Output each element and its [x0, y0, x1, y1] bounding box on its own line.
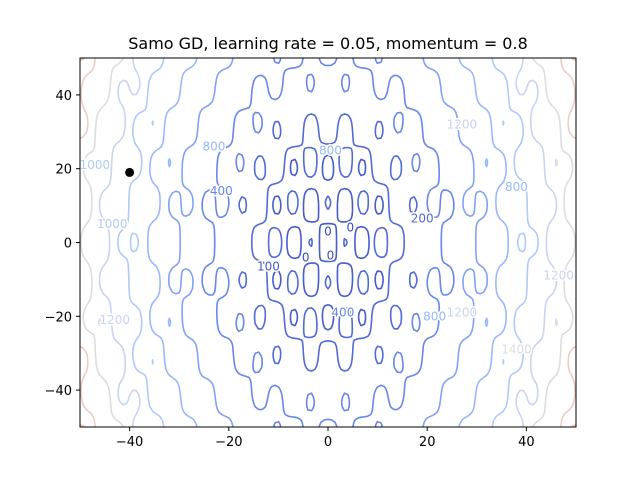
y-tick-label: 40	[55, 89, 72, 104]
contour-line	[238, 113, 418, 372]
contour-label: 1200	[99, 313, 130, 327]
x-tick-label: 40	[518, 435, 535, 450]
contour-label: 0	[302, 250, 310, 264]
contour-lines	[80, 58, 576, 427]
contour-label: 0	[327, 248, 335, 262]
contour-line	[201, 58, 455, 427]
contour-label: 1200	[447, 117, 478, 131]
x-tick-label: −40	[116, 435, 143, 450]
x-tick-label: 20	[419, 435, 436, 450]
contour-label: 800	[319, 143, 342, 157]
contour-line	[80, 58, 576, 427]
contour-label: 800	[423, 309, 446, 323]
contour-label: 400	[331, 306, 354, 320]
contour-label: 400	[210, 184, 233, 198]
contour-label: 800	[202, 140, 225, 154]
x-tick-label: 0	[324, 435, 332, 450]
plot-area	[80, 58, 576, 427]
x-axis: −40 −20 0 20 40	[116, 427, 535, 450]
y-tick-label: −20	[45, 310, 72, 325]
contour-label: 1200	[447, 306, 478, 320]
contour-line	[147, 58, 509, 427]
contour-line	[117, 58, 539, 427]
chart-title: Samo GD, learning rate = 0.05, momentum …	[128, 34, 528, 53]
contour-label: 100	[257, 259, 280, 273]
contour-label: 1000	[80, 158, 111, 172]
contour-label: 0	[324, 224, 332, 238]
current-point	[125, 167, 135, 177]
contour-label: 1000	[97, 217, 128, 231]
contour-line	[80, 58, 576, 427]
contour-line	[98, 58, 558, 427]
y-tick-label: 0	[64, 237, 72, 252]
contour-label: 800	[505, 180, 528, 194]
y-tick-label: 20	[55, 163, 72, 178]
contour-label: 1400	[501, 343, 532, 357]
x-tick-label: −20	[215, 435, 242, 450]
contour-line	[168, 58, 488, 427]
y-axis: −40 −20 0 20 40	[45, 89, 80, 399]
contour-label: 0	[346, 221, 354, 235]
contour-label: 200	[411, 212, 434, 226]
y-tick-label: −40	[45, 384, 72, 399]
position-marker	[125, 167, 135, 177]
contour-line	[272, 154, 384, 331]
contour-label: 1200	[543, 269, 574, 283]
